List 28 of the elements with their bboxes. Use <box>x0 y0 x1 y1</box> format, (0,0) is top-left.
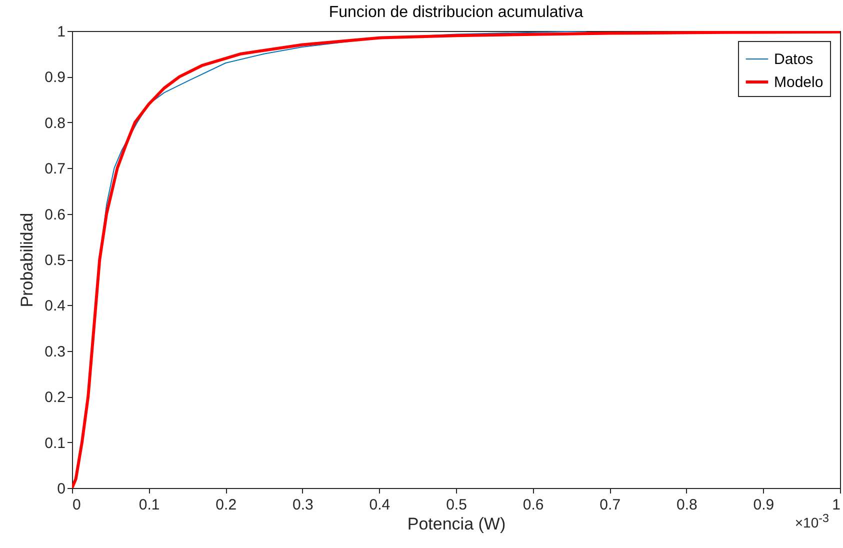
y-tick-label: 0 <box>57 480 66 498</box>
x-tick-label: 0.3 <box>292 496 314 514</box>
text: ×10$^{-3}$ <box>794 512 829 531</box>
x-axis-title: Potencia (W) <box>407 514 506 534</box>
x-tick-label: 0.2 <box>216 496 237 514</box>
x-tick-label: 0.8 <box>676 496 698 514</box>
chart-title: Funcion de distribucion acumulativa <box>328 4 584 21</box>
x-tick-label: 0.4 <box>369 496 390 514</box>
x-tick-label: 1 <box>832 496 840 514</box>
y-tick-label: 0.5 <box>44 252 66 269</box>
y-axis-title: Probabilidad <box>18 212 37 308</box>
y-tick-label: 0.1 <box>44 434 66 452</box>
x-tick-label: 0.9 <box>753 496 774 514</box>
y-tick-label: 0.4 <box>44 298 66 315</box>
x-tick-label: 0 <box>72 496 81 514</box>
y-tick-label: 0.3 <box>44 343 66 360</box>
x-tick-label: 0.7 <box>600 496 621 514</box>
x-tick-label: 0.1 <box>138 496 160 514</box>
legend-label: Modelo <box>774 74 824 91</box>
legend-label: Datos <box>774 51 814 68</box>
y-tick-label: 1 <box>57 24 66 40</box>
x-tick-label: 0.6 <box>522 496 544 514</box>
y-tick-label: 0.9 <box>44 69 66 86</box>
y-tick-label: 0.7 <box>44 160 66 178</box>
y-tick-label: 0.8 <box>44 114 66 132</box>
x-tick-label: 0.5 <box>446 496 467 514</box>
y-tick-label: 0.2 <box>44 389 66 406</box>
y-tick-label: 0.6 <box>44 206 66 224</box>
